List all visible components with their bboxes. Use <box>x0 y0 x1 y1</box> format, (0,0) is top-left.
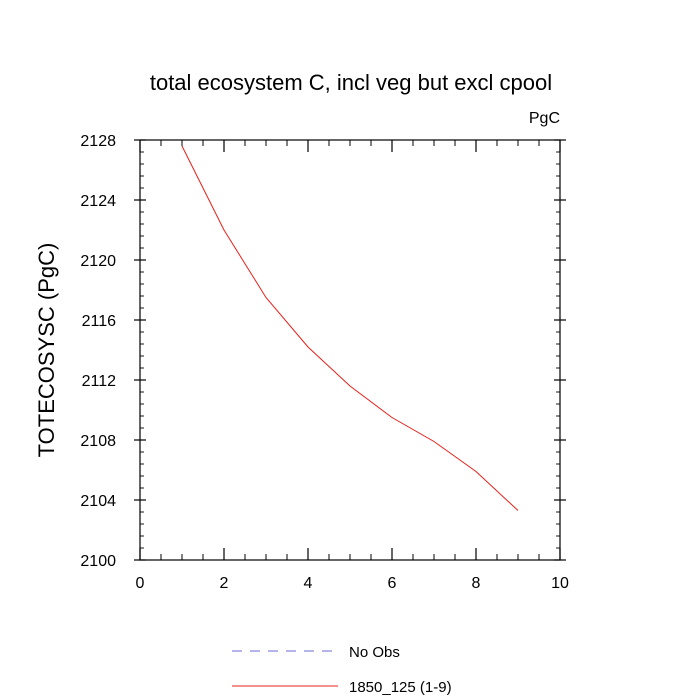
y-tick-label: 2100 <box>80 553 116 570</box>
y-axis-label: TOTECOSYSC (PgC) <box>34 243 59 458</box>
x-tick-label: 2 <box>220 575 229 592</box>
units-label: PgC <box>529 110 560 127</box>
y-tick-label: 2120 <box>80 253 116 270</box>
x-tick-label: 8 <box>472 575 481 592</box>
axis-ticks: 0 2 4 6 8 10 2100 2104 2108 2112 2116 2120 2124 2128 <box>80 133 569 592</box>
legend-label: No Obs <box>349 644 400 661</box>
x-tick-label: 6 <box>388 575 397 592</box>
x-tick-label: 4 <box>304 575 313 592</box>
series-line <box>181 145 519 511</box>
legend-label: 1850_125 (1-9) <box>349 679 452 696</box>
x-tick-label: 0 <box>136 575 145 592</box>
legend: No Obs 1850_125 (1-9) <box>232 644 452 696</box>
y-tick-label: 2128 <box>80 133 116 150</box>
plot-border <box>139 139 561 561</box>
series-layer <box>181 145 519 511</box>
y-tick-label: 2116 <box>82 313 117 330</box>
x-tick-label: 10 <box>551 575 569 592</box>
y-tick-label: 2124 <box>80 193 116 210</box>
y-tick-label: 2112 <box>82 373 117 390</box>
y-tick-label: 2108 <box>80 433 116 450</box>
y-tick-label: 2104 <box>80 493 116 510</box>
plot-frame <box>139 139 561 561</box>
chart-title: total ecosystem C, incl veg but excl cpo… <box>150 70 552 95</box>
